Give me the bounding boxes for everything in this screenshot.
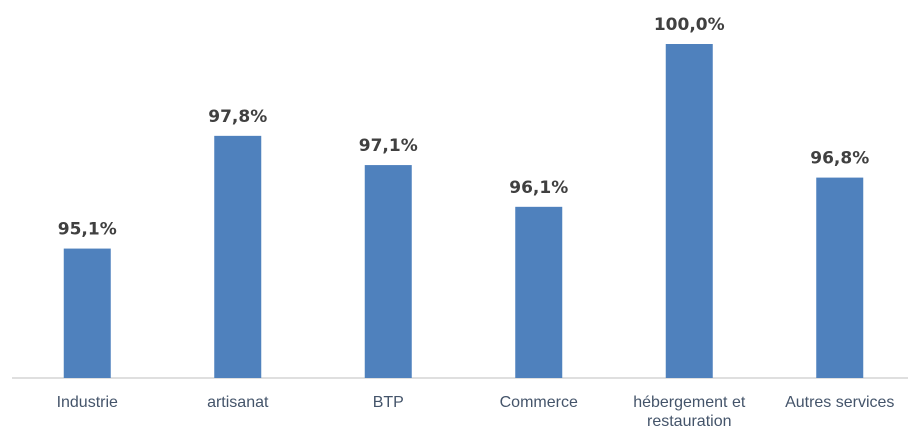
x-tick-label: Industrie — [56, 394, 118, 411]
bar — [665, 44, 713, 378]
x-tick-label: artisanat — [207, 394, 269, 411]
data-label: 100,0% — [654, 15, 725, 35]
data-label: 97,1% — [359, 136, 418, 156]
x-tick-label: Autres services — [785, 394, 895, 411]
data-label: 95,1% — [58, 220, 117, 240]
x-tick-label: Commerce — [499, 394, 578, 411]
data-label: 96,8% — [810, 149, 869, 169]
data-label: 97,8% — [208, 107, 267, 127]
bar — [364, 165, 412, 378]
bar — [816, 177, 864, 378]
data-label: 96,1% — [509, 178, 568, 198]
x-tick-label: hébergement et restauration — [633, 394, 746, 430]
bar — [63, 248, 111, 378]
bar — [515, 206, 563, 378]
x-tick-label: BTP — [372, 394, 404, 411]
bar — [214, 135, 262, 378]
